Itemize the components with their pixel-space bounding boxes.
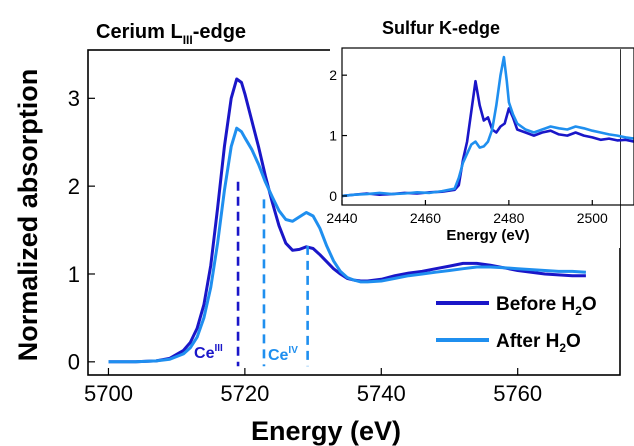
main-chart-title: Cerium LIII-edge (96, 21, 246, 47)
inset-chart-title: Sulfur K-edge (382, 18, 500, 38)
inset-plot-frame (341, 47, 634, 206)
legend-label-before: Before H2O (496, 294, 597, 318)
main-x-tick-label: 5700 (84, 381, 133, 406)
main-y-tick-label: 3 (68, 86, 80, 111)
inset-x-tick-label: 2440 (326, 210, 357, 226)
inset-y-tick-label: 0 (329, 188, 337, 204)
main-series-after (108, 126, 586, 364)
inset-y-tick-label: 1 (329, 128, 337, 144)
main-x-axis-label: Energy (eV) (251, 416, 401, 446)
main-x-tick-label: 5720 (220, 381, 269, 406)
inset-y-axis-ticks: 0 1 2 (329, 67, 347, 204)
inset-x-tick-label: 2500 (577, 210, 608, 226)
legend: Before H2O After H2O (436, 294, 597, 355)
main-x-axis-ticks: 5700 5720 5740 5760 (84, 368, 542, 406)
ce-iii-annotation: CeIII (194, 343, 223, 362)
inset-y-tick-label: 2 (329, 67, 337, 83)
inset-x-tick-label: 2460 (410, 210, 441, 226)
inset-series-after (341, 55, 634, 198)
inset-background (330, 40, 620, 248)
main-series-before (108, 77, 586, 364)
main-series-group (108, 77, 586, 364)
main-y-tick-label: 0 (68, 350, 80, 375)
main-reference-lines (236, 181, 309, 367)
main-chart: Cerium LIII-edge 5700 5720 5740 5760 0 1 2 3 E… (13, 21, 621, 446)
main-y-tick-label: 2 (68, 174, 80, 199)
inset-series-group (341, 55, 634, 198)
ce-iv-annotation: CeIV (268, 345, 298, 364)
inset-chart: Sulfur K-edge 2440 2460 2480 2500 0 1 2 Energ… (326, 18, 634, 248)
main-y-axis-ticks: 0 1 2 3 (68, 86, 95, 375)
legend-label-after: After H2O (496, 331, 581, 355)
main-x-tick-label: 5760 (493, 381, 542, 406)
main-y-tick-label: 1 (68, 262, 80, 287)
main-x-tick-label: 5740 (357, 381, 406, 406)
inset-x-axis-ticks: 2440 2460 2480 2500 (326, 200, 608, 226)
inset-x-axis-label: Energy (eV) (446, 227, 529, 244)
inset-x-tick-label: 2480 (493, 210, 524, 226)
main-y-axis-label: Normalized absorption (13, 69, 43, 362)
